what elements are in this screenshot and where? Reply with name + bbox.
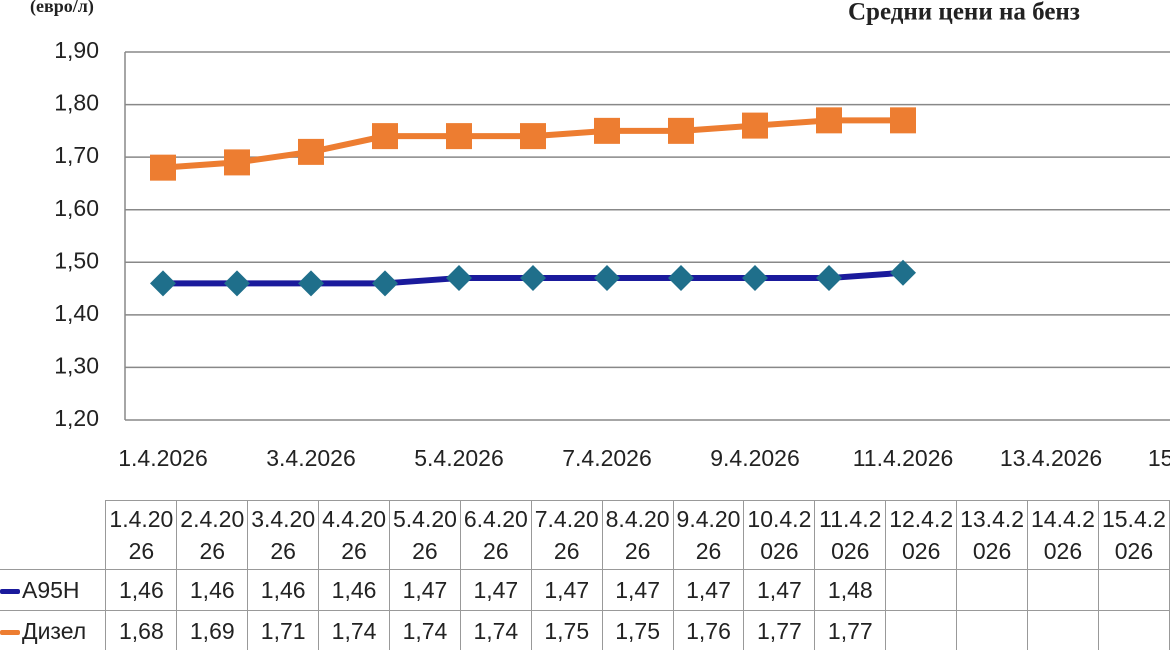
y-tick-label: 1,90 bbox=[54, 37, 99, 63]
marker bbox=[372, 270, 398, 297]
table-cell bbox=[885, 610, 958, 650]
marker bbox=[150, 270, 176, 297]
table-cell: 1,46 bbox=[247, 569, 320, 611]
marker bbox=[520, 265, 546, 292]
y-axis-label: (евро/л) bbox=[30, 0, 94, 17]
marker bbox=[372, 123, 398, 150]
marker bbox=[446, 265, 472, 292]
y-tick-label: 1,70 bbox=[54, 142, 99, 168]
legend-cell: Дизел bbox=[0, 610, 107, 650]
table-cell: 1,77 bbox=[743, 610, 816, 650]
x-tick-label: 7.4.2026 bbox=[562, 445, 652, 471]
marker bbox=[594, 117, 620, 144]
table-header-cell: 2.4.2026 bbox=[176, 500, 249, 570]
marker bbox=[890, 259, 916, 286]
table-header-cell: 5.4.2026 bbox=[389, 500, 461, 570]
table-cell: 1,46 bbox=[176, 569, 249, 611]
table-cell: 1,48 bbox=[814, 569, 887, 611]
marker bbox=[668, 265, 694, 292]
table-cell: 1,75 bbox=[601, 610, 674, 650]
y-tick-label: 1,50 bbox=[54, 247, 99, 273]
table-header-cell: 8.4.2026 bbox=[601, 500, 674, 570]
x-tick-label: 9.4.2026 bbox=[710, 445, 800, 471]
table-header-cell: 10.4.2026 bbox=[743, 500, 816, 570]
y-tick-label: 1,30 bbox=[54, 353, 99, 379]
table-header-cell: 13.4.2026 bbox=[956, 500, 1029, 570]
table-cell: 1,47 bbox=[459, 569, 532, 611]
marker bbox=[890, 107, 916, 134]
table-cell: 1,46 bbox=[105, 569, 178, 611]
x-tick-label: 5.4.2026 bbox=[414, 445, 504, 471]
legend-swatch bbox=[0, 630, 20, 636]
table-cell bbox=[1097, 610, 1170, 650]
table-cell: 1,47 bbox=[743, 569, 816, 611]
legend-cell: A95H bbox=[0, 569, 107, 611]
marker bbox=[816, 107, 842, 134]
x-tick-label: 11.4.2026 bbox=[853, 445, 954, 471]
table-cell bbox=[956, 610, 1029, 650]
marker bbox=[224, 149, 250, 176]
marker bbox=[742, 265, 768, 292]
table-cell: 1,46 bbox=[318, 569, 390, 611]
table-header-cell: 7.4.2026 bbox=[530, 500, 603, 570]
table-header-cell: 11.4.2026 bbox=[814, 500, 887, 570]
table-cell: 1,47 bbox=[672, 569, 745, 611]
x-tick-label: 15.4.2026 bbox=[1148, 445, 1170, 471]
y-tick-label: 1,40 bbox=[54, 300, 99, 326]
y-tick-label: 1,20 bbox=[54, 405, 99, 431]
legend-label: Дизел bbox=[22, 618, 87, 644]
marker bbox=[742, 112, 768, 139]
table-header-cell: 15.4.2026 bbox=[1097, 500, 1170, 570]
marker bbox=[298, 138, 324, 165]
table-corner bbox=[0, 500, 107, 570]
table-header-cell: 6.4.2026 bbox=[459, 500, 532, 570]
x-tick-label: 3.4.2026 bbox=[266, 445, 356, 471]
marker bbox=[594, 265, 620, 292]
table-cell: 1,75 bbox=[530, 610, 603, 650]
table-cell: 1,69 bbox=[176, 610, 249, 650]
table-header-cell: 4.4.2026 bbox=[318, 500, 390, 570]
table-header-cell: 14.4.2026 bbox=[1027, 500, 1099, 570]
marker bbox=[150, 154, 176, 181]
marker bbox=[668, 117, 694, 144]
x-tick-label: 13.4.2026 bbox=[1000, 445, 1102, 471]
table-cell bbox=[1027, 569, 1099, 611]
table-row: A95H 1,46 1,46 1,46 1,46 1,47 1,47 1,47 1,47 1,47… bbox=[0, 569, 1170, 611]
y-tick-label: 1,60 bbox=[54, 195, 99, 221]
table-header-cell: 12.4.2026 bbox=[885, 500, 958, 570]
table-row: Дизел 1,68 1,69 1,71 1,74 1,74 1,74 1,75 1,75 1,7… bbox=[0, 610, 1170, 650]
table-cell: 1,47 bbox=[389, 569, 461, 611]
table-cell: 1,76 bbox=[672, 610, 745, 650]
x-tick-label: 1.4.2026 bbox=[118, 445, 208, 471]
chart-title: Средни цени на бенз bbox=[848, 0, 1080, 26]
table-cell bbox=[956, 569, 1029, 611]
chart: Средни цени на бенз (евро/л) 1,20 1,30 1,4… bbox=[30, 0, 1170, 471]
table-header-row: 1.4.2026 2.4.2026 3.4.2026 4.4.2026 5.4.2026… bbox=[0, 500, 1170, 570]
table-cell bbox=[885, 569, 958, 611]
legend-swatch bbox=[0, 589, 20, 595]
marker bbox=[446, 123, 472, 150]
table-cell: 1,74 bbox=[459, 610, 532, 650]
table-cell: 1,71 bbox=[247, 610, 320, 650]
table-cell bbox=[1097, 569, 1170, 611]
marker bbox=[816, 265, 842, 292]
table-cell: 1,74 bbox=[389, 610, 461, 650]
table-cell: 1,47 bbox=[530, 569, 603, 611]
table-header-cell: 9.4.2026 bbox=[672, 500, 745, 570]
legend-label: A95H bbox=[22, 577, 80, 603]
y-tick-label: 1,80 bbox=[54, 90, 99, 116]
table-cell: 1,77 bbox=[814, 610, 887, 650]
data-table: 1.4.2026 2.4.2026 3.4.2026 4.4.2026 5.4.2026… bbox=[0, 500, 1170, 650]
table-cell: 1,68 bbox=[105, 610, 178, 650]
marker bbox=[298, 270, 324, 297]
table-cell bbox=[1027, 610, 1099, 650]
table-header-cell: 3.4.2026 bbox=[247, 500, 320, 570]
table-cell: 1,47 bbox=[601, 569, 674, 611]
table-cell: 1,74 bbox=[318, 610, 390, 650]
marker bbox=[224, 270, 250, 297]
table-header-cell: 1.4.2026 bbox=[105, 500, 178, 570]
marker bbox=[520, 123, 546, 150]
